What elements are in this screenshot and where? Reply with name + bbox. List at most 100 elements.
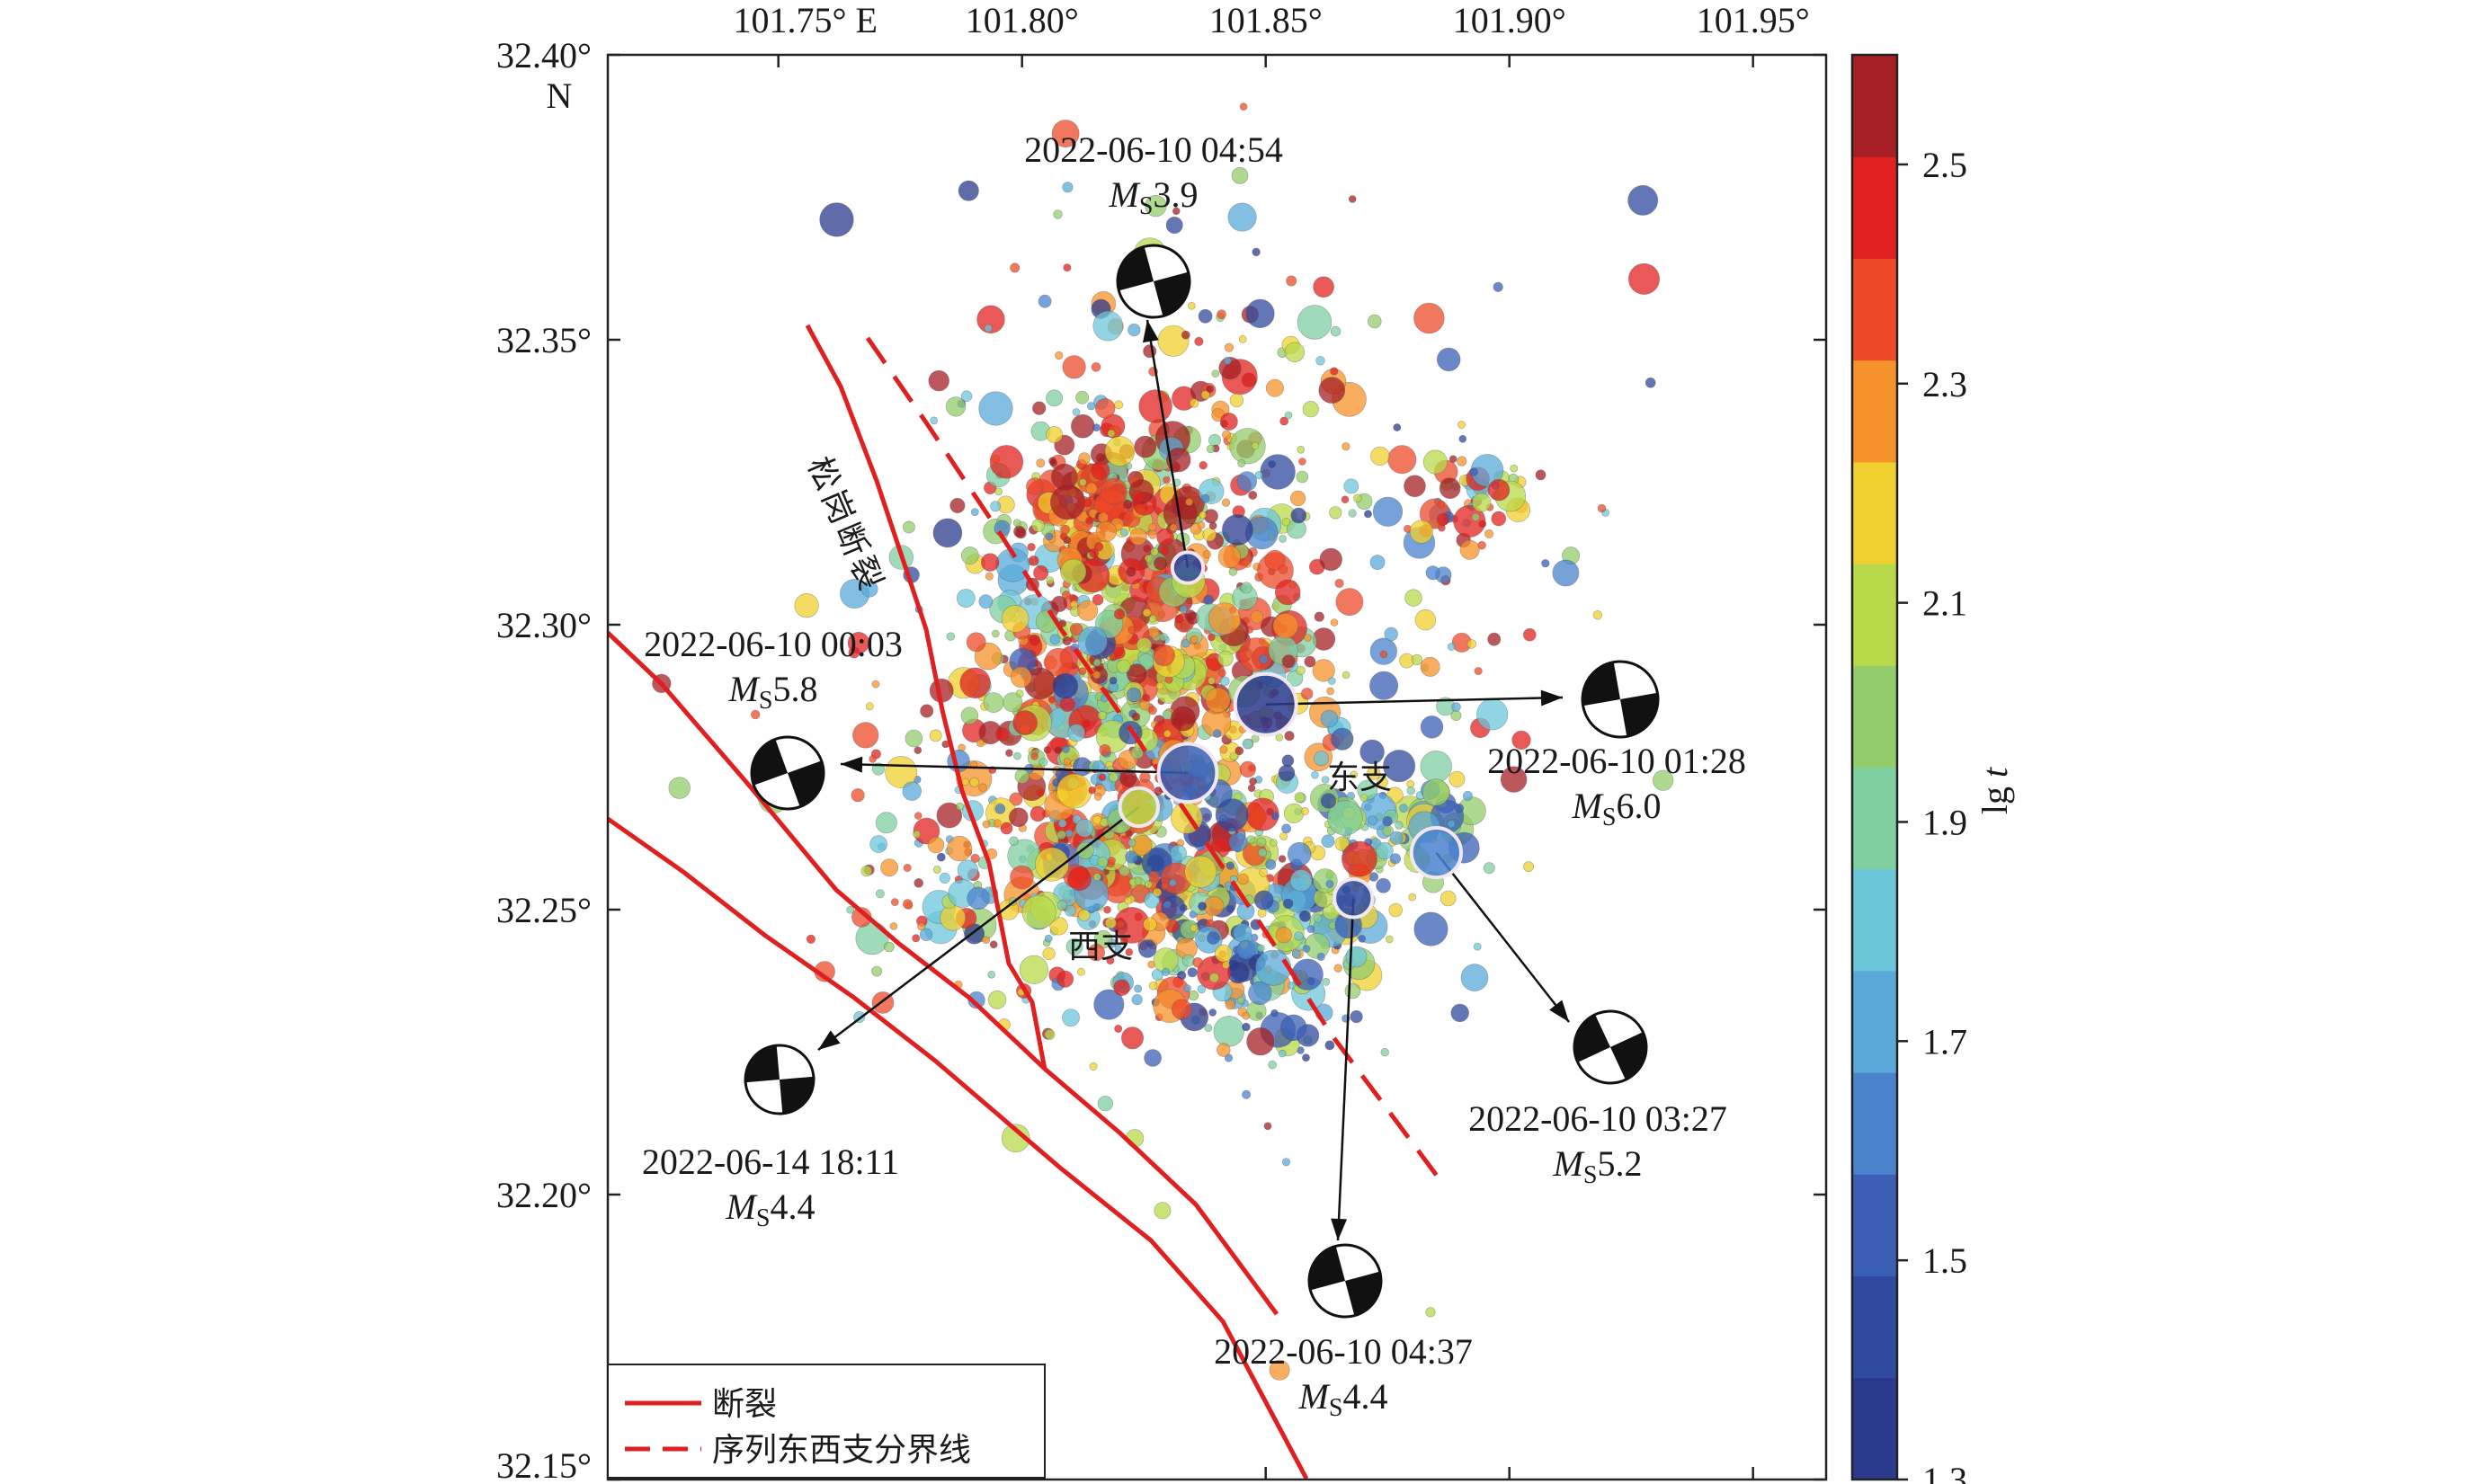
aftershock-point bbox=[1279, 831, 1288, 840]
aftershock-point bbox=[1229, 393, 1244, 408]
event-arrow bbox=[1336, 898, 1355, 1241]
aftershock-point bbox=[871, 680, 880, 689]
aftershock-point bbox=[1171, 706, 1196, 732]
aftershock-point bbox=[1246, 1027, 1275, 1056]
aftershock-point bbox=[1098, 511, 1110, 523]
aftershock-point bbox=[1192, 957, 1203, 968]
aftershock-point bbox=[1330, 367, 1339, 376]
aftershock-point bbox=[1327, 800, 1363, 836]
aftershock-point bbox=[1122, 499, 1133, 510]
aftershock-point bbox=[1627, 184, 1659, 216]
aftershock-point bbox=[1294, 931, 1304, 941]
aftershock-point bbox=[860, 580, 878, 598]
aftershock-point bbox=[1321, 776, 1330, 784]
aftershock-point bbox=[936, 802, 963, 829]
aftershock-point bbox=[990, 501, 1002, 512]
aftershock-point bbox=[1370, 446, 1390, 467]
fault-trace-middle bbox=[608, 631, 1279, 1316]
aftershock-point bbox=[1473, 942, 1482, 951]
aftershock-point bbox=[1153, 887, 1163, 897]
aftershock-point bbox=[1013, 751, 1021, 760]
event-date-label: 2022-06-10 00:03 bbox=[644, 624, 903, 664]
aftershock-point bbox=[919, 928, 933, 942]
aftershock-point bbox=[1294, 792, 1306, 803]
aftershock-point bbox=[1208, 973, 1219, 983]
north-label: N bbox=[547, 76, 573, 116]
aftershock-point bbox=[1281, 654, 1296, 669]
aftershock-point bbox=[970, 508, 979, 516]
aftershock-point bbox=[1653, 769, 1674, 791]
aftershock-point bbox=[1126, 566, 1136, 577]
aftershock-point bbox=[1320, 793, 1337, 809]
aftershock-point bbox=[1089, 547, 1100, 558]
aftershock-point bbox=[1208, 1009, 1217, 1017]
aftershock-point bbox=[1487, 478, 1511, 502]
event-magnitude-label: MS3.9 bbox=[1109, 174, 1199, 220]
aftershock-point bbox=[1012, 710, 1038, 735]
aftershock-point bbox=[1389, 831, 1404, 845]
aftershock-point bbox=[1239, 102, 1248, 111]
aftershock-point bbox=[1028, 555, 1039, 566]
aftershock-point bbox=[1324, 1040, 1335, 1051]
aftershock-point bbox=[1437, 501, 1446, 509]
aftershock-point bbox=[1425, 1307, 1436, 1318]
aftershock-point bbox=[1314, 611, 1324, 622]
aftershock-point bbox=[1523, 861, 1534, 873]
aftershock-point bbox=[989, 940, 998, 949]
aftershock-point bbox=[1075, 390, 1089, 404]
aftershock-point bbox=[1046, 426, 1064, 443]
aftershock-point bbox=[1298, 910, 1311, 922]
aftershock-point bbox=[871, 965, 882, 977]
aftershock-point bbox=[860, 865, 872, 877]
aftershock-point bbox=[1065, 937, 1083, 955]
aftershock-point bbox=[930, 416, 938, 425]
aftershock-point bbox=[1413, 911, 1448, 946]
aftershock-point bbox=[978, 594, 994, 609]
aftershock-point bbox=[1218, 669, 1226, 678]
aftershock-point bbox=[1048, 457, 1057, 466]
aftershock-point bbox=[1379, 650, 1388, 659]
aftershock-point bbox=[1368, 314, 1382, 329]
aftershock-point bbox=[1206, 444, 1216, 454]
event-magnitude-label: MS5.2 bbox=[1553, 1143, 1643, 1189]
aftershock-point bbox=[1031, 519, 1045, 533]
aftershock-point bbox=[1219, 676, 1230, 687]
aftershock-point bbox=[1260, 454, 1296, 490]
aftershock-point bbox=[1358, 935, 1367, 943]
aftershock-point bbox=[1284, 731, 1295, 742]
aftershock-point bbox=[985, 572, 994, 581]
event-arrowhead bbox=[818, 1030, 841, 1050]
aftershock-point bbox=[1296, 665, 1306, 676]
aftershock-point bbox=[978, 391, 1013, 426]
aftershock-point bbox=[1245, 298, 1275, 329]
event-arrow bbox=[840, 762, 1189, 775]
aftershock-point bbox=[928, 369, 949, 392]
colorbar-segment bbox=[1852, 1377, 1897, 1480]
aftershock-point bbox=[1010, 666, 1032, 689]
aftershock-point bbox=[1093, 793, 1102, 801]
aftershock-point bbox=[1395, 821, 1404, 830]
aftershock-point bbox=[1136, 637, 1153, 653]
mainshock-epicenter bbox=[1409, 826, 1464, 880]
aftershock-point bbox=[889, 922, 898, 930]
aftershock-point bbox=[912, 934, 921, 943]
aftershock-point bbox=[903, 520, 915, 534]
main-event: 2022-06-10 01:28 MS6.0 bbox=[1265, 660, 1746, 831]
aftershock-point bbox=[1163, 475, 1171, 484]
aftershock-point bbox=[1270, 812, 1279, 821]
aftershock-point bbox=[1359, 794, 1368, 802]
aftershock-point bbox=[1393, 423, 1402, 431]
aftershock-point bbox=[1097, 710, 1108, 721]
aftershock-point bbox=[1440, 890, 1457, 907]
aftershock-point bbox=[1059, 696, 1075, 712]
aftershock-point bbox=[1350, 770, 1359, 779]
aftershock-point bbox=[1208, 433, 1221, 447]
aftershock-point bbox=[1306, 925, 1315, 934]
aftershock-point bbox=[1165, 217, 1183, 235]
aftershock-point bbox=[1312, 659, 1335, 682]
aftershock-point bbox=[1188, 990, 1199, 1001]
aftershock-point bbox=[1147, 626, 1160, 638]
aftershock-point bbox=[1005, 749, 1013, 758]
